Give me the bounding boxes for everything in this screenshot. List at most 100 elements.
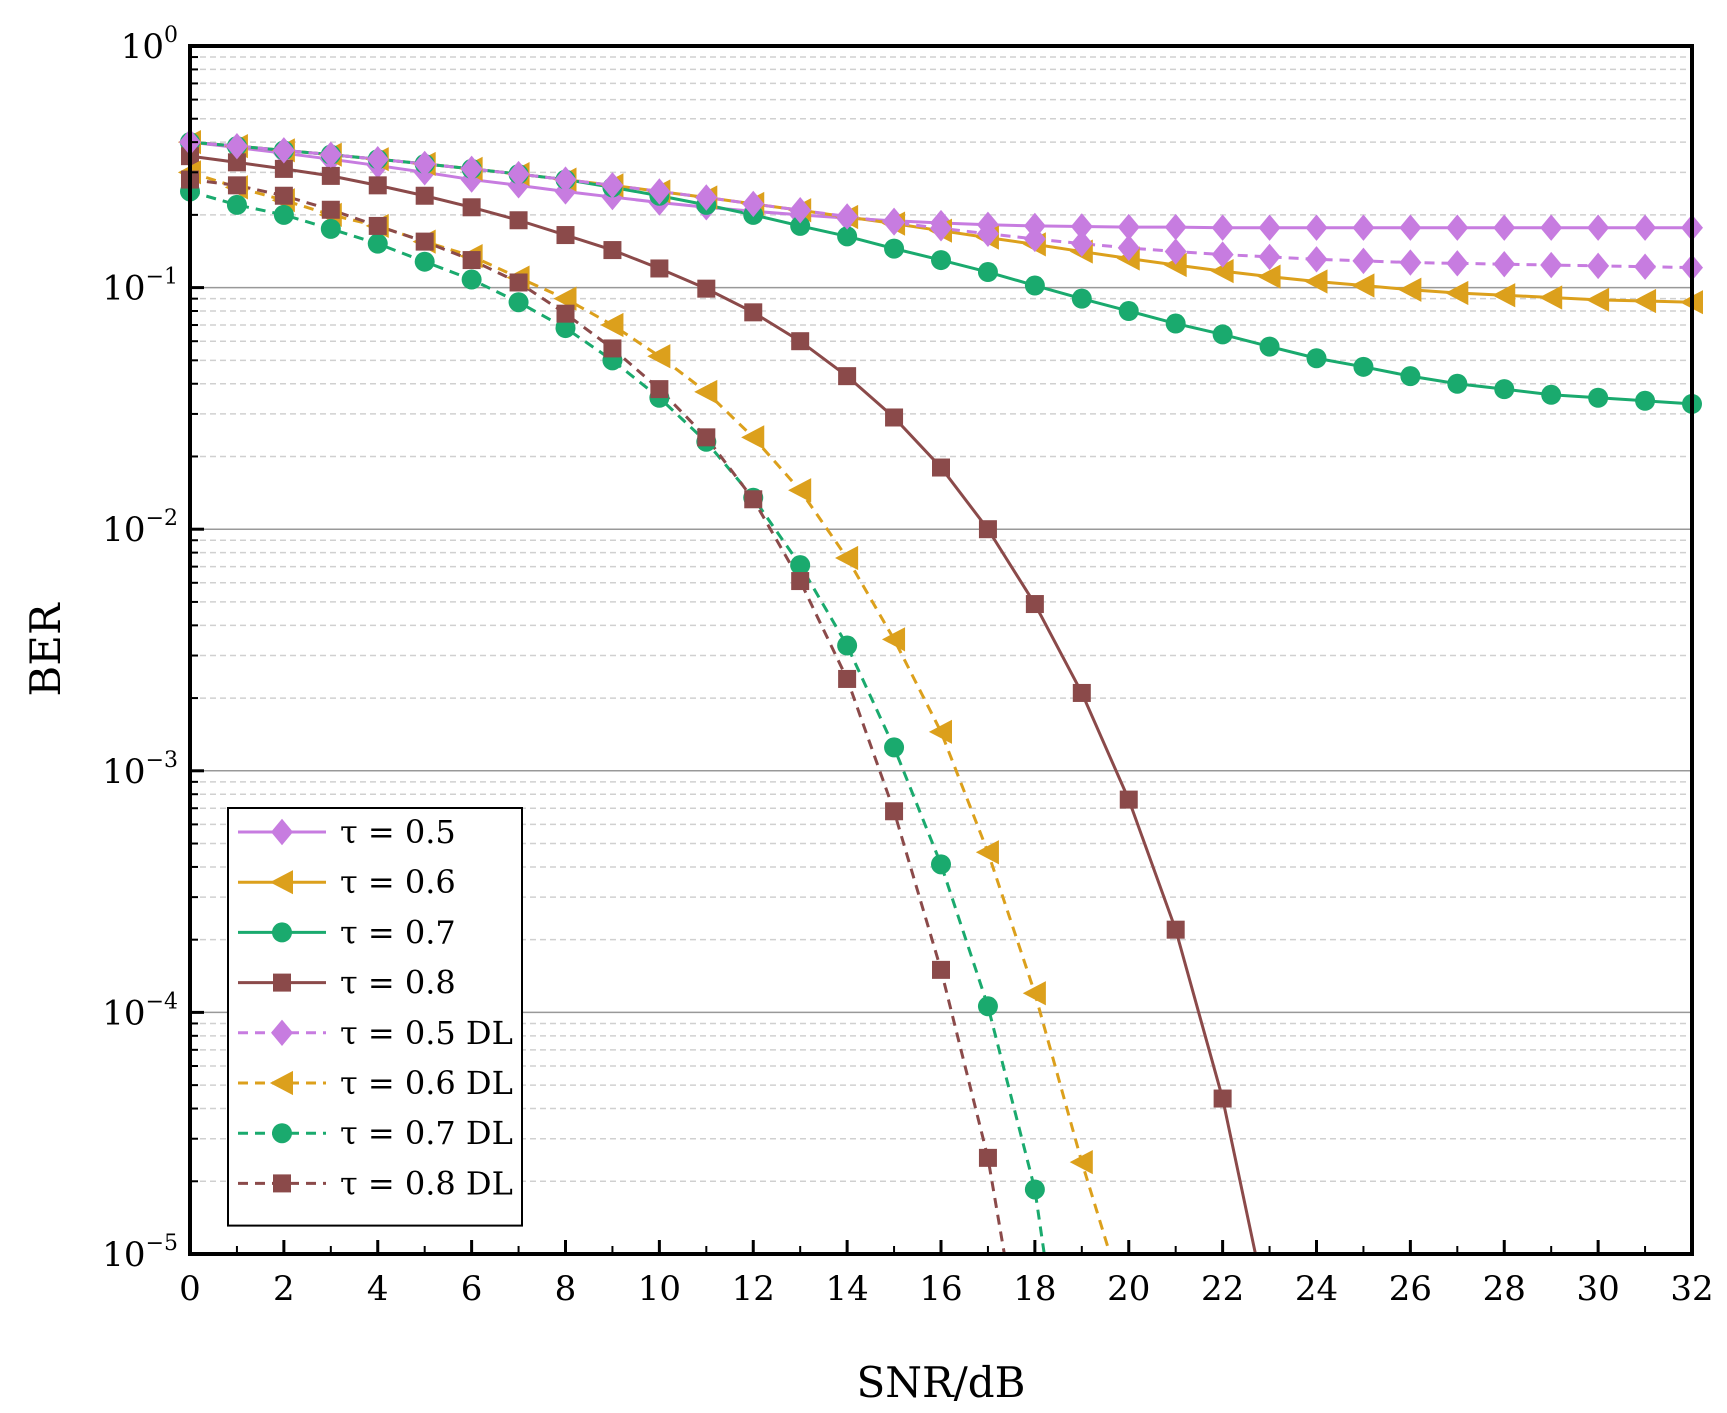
data-point bbox=[601, 172, 624, 199]
data-point bbox=[1211, 214, 1234, 241]
legend-label: τ = 0.5 bbox=[340, 813, 456, 851]
data-point bbox=[789, 197, 812, 224]
data-point bbox=[790, 215, 811, 236]
data-point bbox=[694, 379, 718, 405]
data-point bbox=[741, 425, 765, 450]
legend-label: τ = 0.8 bbox=[340, 964, 456, 1002]
data-point bbox=[835, 545, 859, 571]
data-point bbox=[647, 344, 671, 369]
data-point bbox=[881, 627, 906, 652]
data-point bbox=[1304, 269, 1328, 294]
data-point bbox=[1587, 252, 1610, 280]
x-tick-label: 26 bbox=[1389, 1269, 1432, 1309]
data-point bbox=[1352, 247, 1375, 275]
data-point bbox=[227, 153, 246, 172]
data-point bbox=[460, 155, 483, 183]
data-point bbox=[556, 226, 575, 245]
data-point bbox=[415, 232, 434, 251]
legend-marker bbox=[269, 870, 293, 895]
data-point bbox=[790, 555, 811, 576]
data-point bbox=[1447, 373, 1468, 394]
data-point bbox=[1398, 277, 1422, 302]
data-point bbox=[978, 1148, 997, 1167]
data-point bbox=[1071, 288, 1092, 309]
legend-marker bbox=[269, 1070, 293, 1096]
legend-label: τ = 0.5 DL bbox=[340, 1014, 513, 1052]
data-point bbox=[977, 262, 998, 283]
data-point bbox=[978, 520, 997, 539]
data-point bbox=[791, 332, 810, 351]
x-tick-label: 20 bbox=[1107, 1269, 1150, 1309]
data-point bbox=[1117, 213, 1140, 241]
data-point bbox=[509, 273, 528, 292]
data-point bbox=[931, 854, 951, 875]
data-point bbox=[932, 960, 950, 979]
data-point bbox=[930, 215, 952, 242]
data-point bbox=[509, 211, 528, 230]
data-point bbox=[1634, 214, 1657, 241]
data-point bbox=[1353, 356, 1374, 377]
legend-marker bbox=[272, 1123, 292, 1144]
data-point bbox=[1070, 230, 1093, 257]
data-point bbox=[462, 251, 481, 270]
data-point bbox=[791, 572, 810, 591]
series-line-3 bbox=[190, 140, 1692, 406]
x-tick-label: 12 bbox=[732, 1269, 775, 1309]
y-tick-label: 10−5 bbox=[102, 1231, 178, 1275]
x-tick-label: 8 bbox=[555, 1269, 577, 1309]
data-point bbox=[744, 303, 763, 322]
data-point bbox=[1210, 259, 1234, 284]
data-point bbox=[1165, 313, 1186, 334]
data-point bbox=[1634, 253, 1657, 280]
legend-marker bbox=[271, 818, 293, 846]
data-point bbox=[508, 292, 529, 313]
y-axis-title: BER bbox=[21, 602, 70, 697]
x-tick-label: 6 bbox=[461, 1269, 483, 1309]
data-point bbox=[226, 194, 247, 215]
data-point bbox=[1305, 214, 1328, 241]
data-point bbox=[695, 184, 718, 211]
data-point bbox=[928, 719, 952, 744]
data-point bbox=[1024, 275, 1045, 296]
data-point bbox=[1587, 214, 1610, 241]
legend-label: τ = 0.7 DL bbox=[340, 1114, 513, 1152]
data-point bbox=[1399, 214, 1422, 241]
data-point bbox=[603, 339, 622, 358]
data-point bbox=[650, 380, 669, 399]
data-point bbox=[1025, 595, 1044, 614]
data-point bbox=[274, 186, 293, 205]
data-point bbox=[507, 160, 530, 188]
data-point bbox=[1352, 214, 1375, 241]
data-point bbox=[1070, 213, 1093, 240]
data-point bbox=[1258, 243, 1281, 271]
legend-box bbox=[227, 807, 523, 1227]
data-point bbox=[1540, 251, 1563, 279]
y-tick-label: 10−2 bbox=[102, 506, 178, 550]
x-tick-label: 28 bbox=[1483, 1269, 1526, 1309]
data-point bbox=[1164, 213, 1187, 241]
data-point bbox=[414, 251, 435, 272]
data-point bbox=[461, 269, 482, 290]
data-point bbox=[1540, 214, 1563, 241]
data-point bbox=[1306, 348, 1327, 369]
data-point bbox=[1023, 225, 1046, 253]
data-point bbox=[1492, 283, 1516, 308]
data-point bbox=[975, 840, 999, 865]
legend-marker bbox=[273, 973, 291, 992]
data-point bbox=[321, 200, 340, 219]
data-point bbox=[1541, 384, 1562, 405]
data-point bbox=[603, 241, 622, 260]
x-tick-label: 24 bbox=[1295, 1269, 1338, 1309]
x-axis-title: SNR/dB bbox=[856, 1358, 1025, 1407]
data-point bbox=[883, 209, 906, 236]
data-point bbox=[600, 312, 624, 338]
marker-group bbox=[177, 128, 1703, 1200]
x-tick-label: 18 bbox=[1013, 1269, 1056, 1309]
x-tick-label: 0 bbox=[179, 1269, 201, 1309]
data-point bbox=[1635, 390, 1656, 411]
data-point bbox=[1024, 1179, 1045, 1200]
data-point bbox=[1494, 379, 1515, 400]
data-point bbox=[320, 218, 341, 239]
data-point bbox=[1351, 273, 1375, 298]
